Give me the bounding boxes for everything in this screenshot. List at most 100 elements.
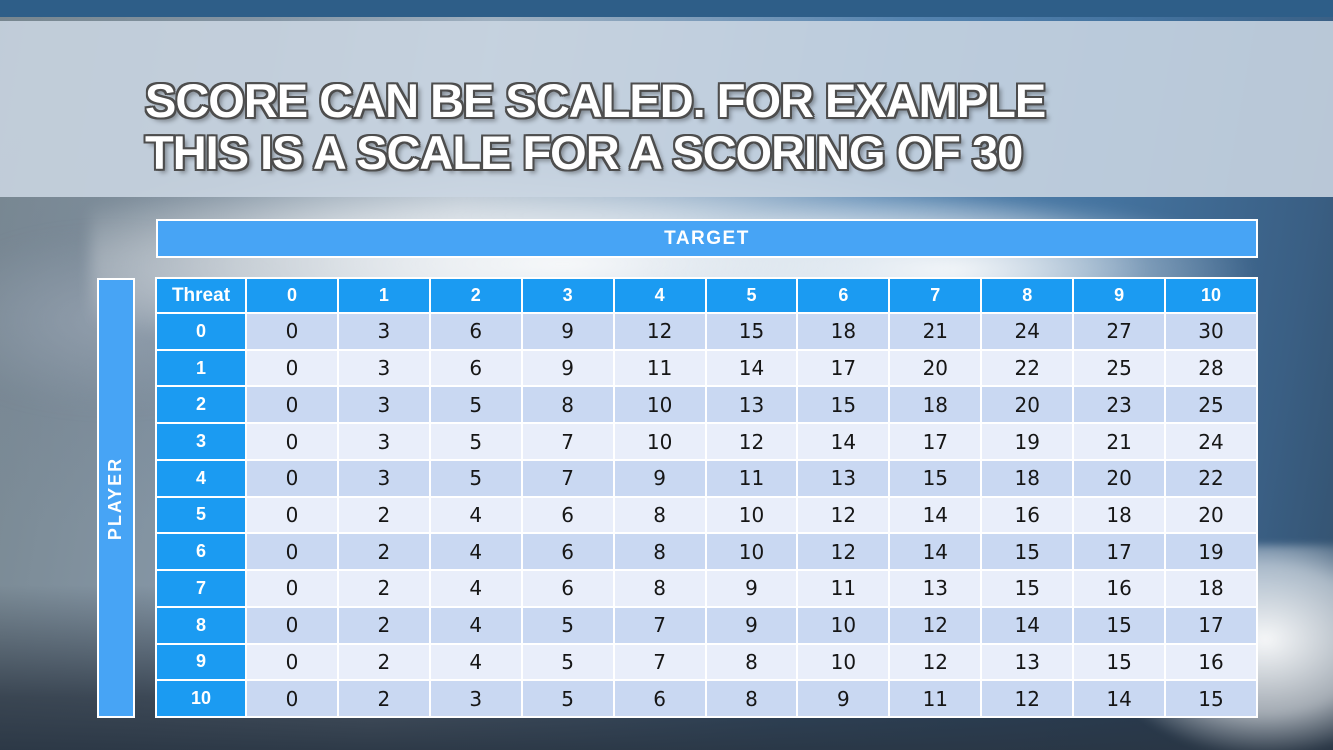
score-cell: 8 xyxy=(614,571,705,606)
score-cell: 12 xyxy=(798,534,889,570)
title-band: SCORE CAN BE SCALED. FOR EXAMPLE THIS IS… xyxy=(0,21,1333,197)
row-header: 1 xyxy=(157,350,245,386)
score-cell: 0 xyxy=(247,607,337,643)
score-cell: 13 xyxy=(798,460,889,496)
col-header: 0 xyxy=(247,279,337,312)
score-cell: 6 xyxy=(430,314,521,349)
score-cell: 18 xyxy=(1166,571,1256,606)
score-cell: 11 xyxy=(798,571,889,606)
score-cell: 16 xyxy=(1074,571,1165,606)
score-cell: 9 xyxy=(798,681,889,716)
score-cell: 2 xyxy=(338,571,429,606)
row-header: 8 xyxy=(157,607,245,643)
score-cell: 13 xyxy=(890,571,981,606)
score-cell: 17 xyxy=(1074,534,1165,570)
row-header: 6 xyxy=(157,534,245,570)
score-cell: 4 xyxy=(430,644,521,680)
score-cell: 6 xyxy=(614,681,705,716)
score-cell: 3 xyxy=(338,387,429,423)
row-header: 9 xyxy=(157,644,245,680)
score-cell: 0 xyxy=(247,460,337,496)
col-header: 2 xyxy=(430,279,521,312)
score-cell: 10 xyxy=(798,644,889,680)
score-cell: 7 xyxy=(522,424,613,459)
score-cell: 14 xyxy=(982,607,1073,643)
score-cell: 28 xyxy=(1166,350,1256,386)
score-cell: 15 xyxy=(982,571,1073,606)
score-cell: 14 xyxy=(798,424,889,459)
col-header: 7 xyxy=(890,279,981,312)
score-cell: 8 xyxy=(706,681,797,716)
score-cell: 11 xyxy=(706,460,797,496)
score-cell: 22 xyxy=(982,350,1073,386)
target-label: TARGET xyxy=(664,227,750,249)
col-header: 8 xyxy=(982,279,1073,312)
score-grid: Threat 0 1 2 3 4 5 6 7 8 9 10 0 0 3 6 9 12 15 18 21 24 27 30 1 0 3… xyxy=(155,277,1258,718)
row-header: 5 xyxy=(157,497,245,533)
col-header: 10 xyxy=(1166,279,1256,312)
score-cell: 11 xyxy=(614,350,705,386)
score-cell: 10 xyxy=(614,387,705,423)
corner-header: Threat xyxy=(157,279,245,312)
score-cell: 0 xyxy=(247,681,337,716)
slide-title-line1: SCORE CAN BE SCALED. FOR EXAMPLE xyxy=(145,74,1046,127)
score-cell: 5 xyxy=(522,607,613,643)
score-cell: 2 xyxy=(338,607,429,643)
score-cell: 20 xyxy=(890,350,981,386)
score-cell: 2 xyxy=(338,681,429,716)
score-cell: 13 xyxy=(706,387,797,423)
score-cell: 25 xyxy=(1074,350,1165,386)
col-header: 9 xyxy=(1074,279,1165,312)
score-cell: 0 xyxy=(247,424,337,459)
score-cell: 6 xyxy=(522,534,613,570)
score-cell: 8 xyxy=(706,644,797,680)
score-cell: 4 xyxy=(430,497,521,533)
score-cell: 15 xyxy=(1074,607,1165,643)
score-cell: 8 xyxy=(522,387,613,423)
score-cell: 9 xyxy=(522,350,613,386)
score-cell: 12 xyxy=(706,424,797,459)
score-cell: 13 xyxy=(982,644,1073,680)
score-cell: 11 xyxy=(890,681,981,716)
score-cell: 15 xyxy=(890,460,981,496)
score-cell: 10 xyxy=(614,424,705,459)
score-cell: 14 xyxy=(890,497,981,533)
row-header: 4 xyxy=(157,460,245,496)
col-header: 5 xyxy=(706,279,797,312)
row-header: 10 xyxy=(157,681,245,716)
score-cell: 9 xyxy=(522,314,613,349)
score-cell: 23 xyxy=(1074,387,1165,423)
score-cell: 20 xyxy=(1074,460,1165,496)
score-cell: 22 xyxy=(1166,460,1256,496)
score-cell: 6 xyxy=(522,571,613,606)
col-header: 4 xyxy=(614,279,705,312)
row-header: 2 xyxy=(157,387,245,423)
score-cell: 4 xyxy=(430,571,521,606)
score-cell: 3 xyxy=(338,314,429,349)
score-cell: 0 xyxy=(247,314,337,349)
score-cell: 5 xyxy=(430,387,521,423)
score-cell: 3 xyxy=(430,681,521,716)
score-cell: 20 xyxy=(982,387,1073,423)
score-cell: 18 xyxy=(982,460,1073,496)
score-cell: 14 xyxy=(706,350,797,386)
slide-title-line2: THIS IS A SCALE FOR A SCORING OF 30 xyxy=(145,126,1023,179)
score-cell: 10 xyxy=(798,607,889,643)
score-cell: 5 xyxy=(430,424,521,459)
row-header: 3 xyxy=(157,424,245,459)
top-strip xyxy=(0,0,1333,17)
score-cell: 6 xyxy=(522,497,613,533)
score-cell: 5 xyxy=(430,460,521,496)
score-cell: 25 xyxy=(1166,387,1256,423)
score-cell: 0 xyxy=(247,571,337,606)
score-cell: 16 xyxy=(982,497,1073,533)
score-cell: 6 xyxy=(430,350,521,386)
score-cell: 4 xyxy=(430,534,521,570)
score-cell: 10 xyxy=(706,534,797,570)
score-cell: 15 xyxy=(1074,644,1165,680)
score-cell: 9 xyxy=(614,460,705,496)
score-cell: 5 xyxy=(522,644,613,680)
score-cell: 19 xyxy=(1166,534,1256,570)
score-cell: 0 xyxy=(247,387,337,423)
